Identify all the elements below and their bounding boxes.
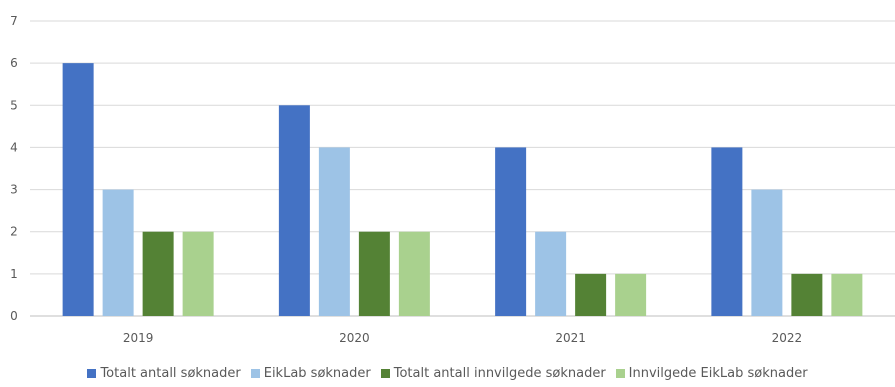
x-tick-label: 2019 bbox=[123, 331, 154, 345]
legend-swatch bbox=[250, 368, 260, 378]
legend-label: EikLab søknader bbox=[263, 365, 371, 381]
bar-2022-series-4 bbox=[831, 273, 863, 316]
bar-2022-series-2 bbox=[751, 189, 783, 316]
legend-item: Totalt antall innvilgede søknader bbox=[380, 365, 606, 381]
x-tick-label: 2020 bbox=[339, 331, 370, 345]
bar-2020-series-1 bbox=[278, 105, 310, 317]
y-tick-label: 0 bbox=[10, 309, 18, 323]
y-tick-label: 7 bbox=[10, 14, 18, 28]
bar-2020-series-2 bbox=[318, 147, 350, 316]
bar-2020-series-3 bbox=[358, 231, 390, 316]
y-tick-label: 4 bbox=[10, 140, 18, 154]
legend: Totalt antall søknader EikLab søknader Tot… bbox=[0, 363, 895, 383]
bar-2021-series-3 bbox=[575, 273, 607, 316]
y-tick-label: 3 bbox=[10, 183, 18, 197]
legend-item: EikLab søknader bbox=[250, 365, 371, 381]
y-tick-label: 6 bbox=[10, 56, 18, 70]
bar-2019-series-2 bbox=[102, 189, 134, 316]
bar-2021-series-1 bbox=[495, 147, 527, 316]
y-tick-label: 5 bbox=[10, 98, 18, 112]
bar-2019-series-3 bbox=[142, 231, 174, 316]
x-tick-label: 2021 bbox=[555, 331, 586, 345]
legend-label: Totalt antall søknader bbox=[100, 365, 241, 381]
y-axis-ticks: 0 1 2 3 4 5 6 7 bbox=[10, 14, 18, 323]
bar-2021-series-4 bbox=[615, 273, 647, 316]
legend-label: Innvilgede EikLab søknader bbox=[628, 365, 808, 381]
bars bbox=[62, 63, 863, 317]
legend-swatch bbox=[615, 368, 625, 378]
legend-swatch bbox=[87, 368, 97, 378]
bar-2019-series-4 bbox=[182, 231, 214, 316]
bar-2020-series-4 bbox=[398, 231, 430, 316]
legend-item: Totalt antall søknader bbox=[87, 365, 241, 381]
bar-2019-series-1 bbox=[62, 63, 94, 317]
bar-2022-series-3 bbox=[791, 273, 823, 316]
legend-item: Innvilgede EikLab søknader bbox=[615, 365, 808, 381]
bar-2022-series-1 bbox=[711, 147, 743, 316]
bar-2021-series-2 bbox=[535, 231, 567, 316]
x-axis-ticks: 2019 2020 2021 2022 bbox=[123, 331, 802, 345]
y-tick-label: 1 bbox=[10, 267, 18, 281]
x-tick-label: 2022 bbox=[772, 331, 803, 345]
y-tick-label: 2 bbox=[10, 225, 18, 239]
legend-swatch bbox=[380, 368, 390, 378]
legend-label: Totalt antall innvilgede søknader bbox=[393, 365, 606, 381]
gridlines bbox=[30, 20, 895, 317]
